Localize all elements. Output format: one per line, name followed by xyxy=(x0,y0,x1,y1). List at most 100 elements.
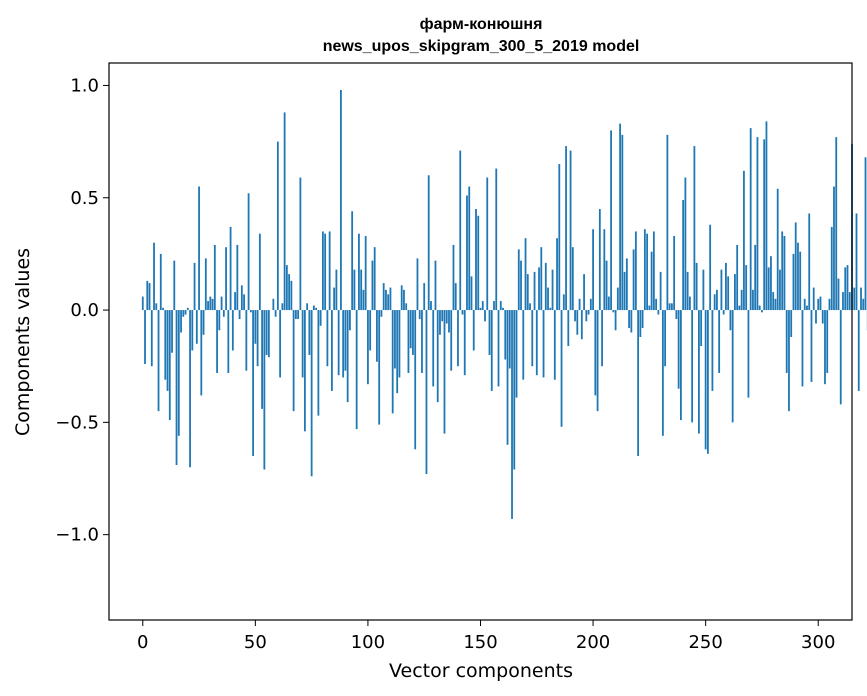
bar xyxy=(691,310,694,423)
x-tick-label: 50 xyxy=(244,632,267,653)
bar xyxy=(589,298,592,311)
bar xyxy=(790,310,793,338)
bar xyxy=(837,278,840,311)
bar xyxy=(508,310,511,369)
bar xyxy=(430,301,432,311)
bar xyxy=(567,310,570,346)
bar xyxy=(198,186,200,311)
bar xyxy=(267,310,270,358)
bar xyxy=(679,310,682,421)
bar xyxy=(342,310,345,378)
bar xyxy=(560,310,563,427)
bar xyxy=(772,292,775,311)
bar xyxy=(524,238,527,311)
bar xyxy=(583,274,585,311)
bar xyxy=(668,303,671,311)
x-axis: 0 50 100 150 200 250 300 xyxy=(137,620,835,653)
bar xyxy=(529,303,531,311)
bar xyxy=(448,310,450,333)
bar xyxy=(439,310,441,335)
bar xyxy=(281,303,284,311)
bar xyxy=(639,310,642,338)
bar xyxy=(745,265,748,311)
bar xyxy=(815,310,817,324)
bar xyxy=(243,294,245,311)
bar xyxy=(848,292,851,311)
bar xyxy=(303,310,306,432)
bar xyxy=(468,186,471,311)
bar xyxy=(628,310,630,329)
bar xyxy=(171,310,173,353)
bar xyxy=(450,310,453,371)
bar xyxy=(238,310,241,320)
bar xyxy=(585,310,588,322)
bar xyxy=(643,229,646,311)
bar xyxy=(328,231,331,311)
bar xyxy=(637,310,640,457)
bar xyxy=(378,310,381,425)
bar xyxy=(159,253,162,311)
x-tick-label: 150 xyxy=(463,632,497,653)
bar xyxy=(853,287,856,311)
bar xyxy=(709,224,712,311)
bar xyxy=(398,310,401,378)
bar xyxy=(738,305,741,311)
bar xyxy=(360,269,363,311)
bar xyxy=(725,262,727,311)
bar xyxy=(432,310,435,387)
bar xyxy=(565,146,567,311)
bar xyxy=(265,310,268,355)
bar xyxy=(175,310,178,466)
bar xyxy=(389,287,392,311)
bar xyxy=(652,231,655,311)
bar xyxy=(369,310,372,351)
bar xyxy=(299,177,302,311)
bar xyxy=(794,222,797,311)
bar xyxy=(844,267,847,311)
x-tick-label: 200 xyxy=(576,632,610,653)
bar xyxy=(466,195,468,311)
bar xyxy=(391,310,394,414)
bar xyxy=(792,253,795,311)
bar xyxy=(258,233,261,311)
bar xyxy=(173,260,176,311)
bar xyxy=(349,310,351,331)
bar xyxy=(670,303,673,311)
bar xyxy=(292,310,295,412)
bar xyxy=(340,89,342,311)
bar xyxy=(812,287,815,311)
bar xyxy=(231,310,234,351)
bar xyxy=(682,200,685,311)
bar xyxy=(202,310,205,335)
bar xyxy=(425,310,428,475)
bar xyxy=(571,247,574,311)
bar xyxy=(797,242,799,311)
y-tick-label: 0.5 xyxy=(70,188,99,209)
bar xyxy=(688,296,691,311)
bar xyxy=(452,244,455,311)
bar xyxy=(376,310,378,362)
bar xyxy=(272,298,275,311)
bar xyxy=(312,305,315,311)
bar xyxy=(297,310,300,320)
bar xyxy=(553,310,556,380)
bar xyxy=(776,188,779,311)
bar xyxy=(767,267,770,311)
bar xyxy=(517,249,520,311)
bar xyxy=(538,267,540,311)
bar xyxy=(153,242,155,311)
bar xyxy=(294,310,297,320)
bar xyxy=(646,233,649,311)
bar xyxy=(684,177,687,311)
bar xyxy=(659,271,662,311)
bar xyxy=(457,310,459,367)
bar xyxy=(763,139,766,311)
bar xyxy=(335,269,338,311)
bar xyxy=(477,215,480,311)
bar xyxy=(779,269,781,311)
bar xyxy=(612,310,615,313)
bar xyxy=(240,285,243,311)
bar xyxy=(308,310,311,355)
bar xyxy=(204,258,207,311)
bar xyxy=(443,310,446,434)
